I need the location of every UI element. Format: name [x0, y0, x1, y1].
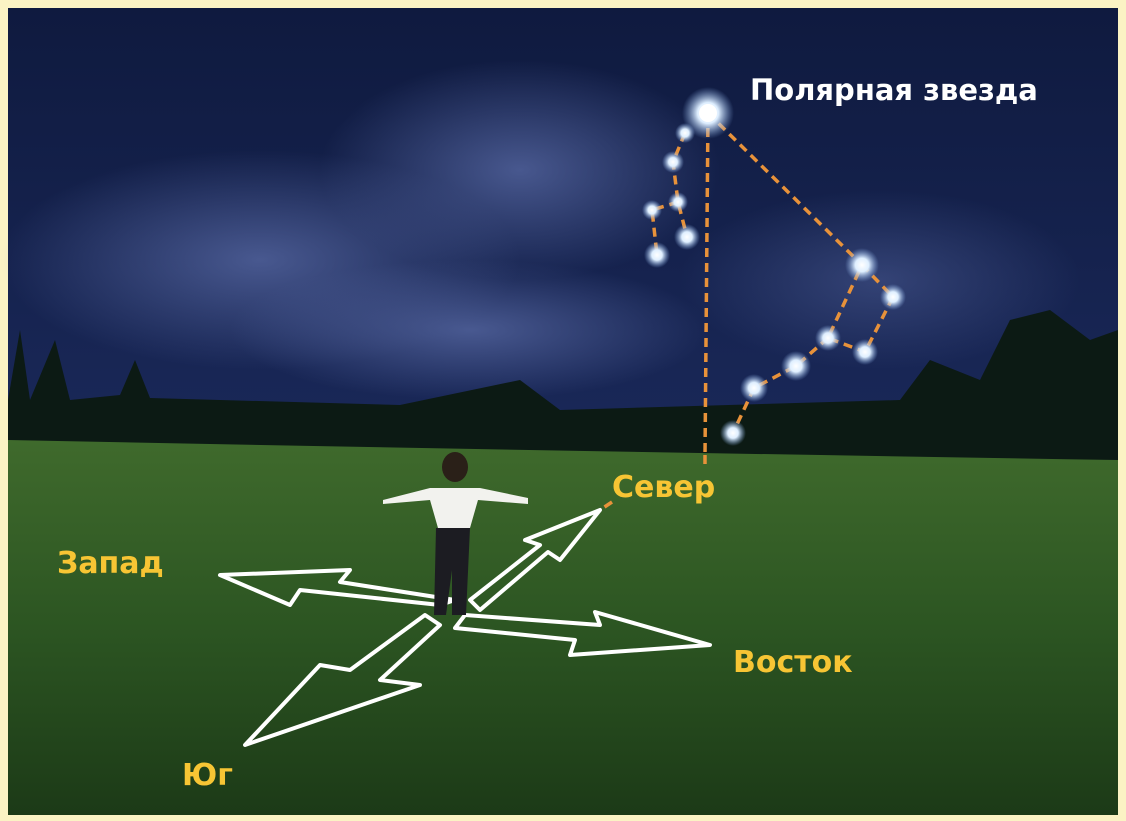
east-label: Восток: [733, 645, 853, 680]
illustration: Полярная звезда Север Запад Восток Юг: [0, 0, 1126, 821]
west-label: Запад: [57, 546, 164, 581]
north-label: Север: [612, 470, 715, 505]
south-label: Юг: [182, 758, 233, 793]
polaris-label: Полярная звезда: [750, 73, 1038, 107]
page: Полярная звезда Север Запад Восток Юг ((…: [0, 0, 1126, 821]
field: [8, 440, 1118, 815]
